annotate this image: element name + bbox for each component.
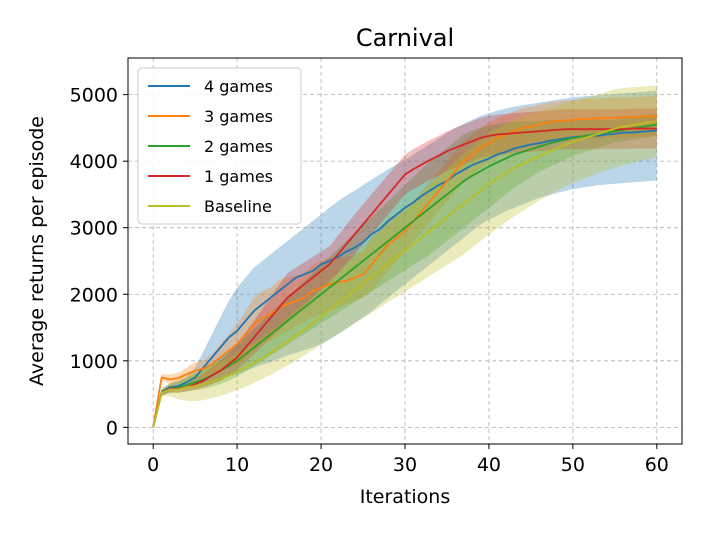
series-lines (152, 115, 657, 428)
y-tick-label: 0 (106, 417, 118, 439)
x-tick-label: 20 (309, 454, 333, 476)
y-tick-label: 2000 (70, 284, 118, 306)
line-series-2 (152, 123, 657, 428)
y-tick-label: 3000 (70, 218, 118, 240)
y-tick-label: 1000 (70, 351, 118, 373)
band-series-2 (153, 113, 657, 428)
legend: 4 games 3 games 2 games 1 games Baseline (137, 67, 302, 225)
y-tick-label: 5000 (70, 85, 118, 107)
line-series-3 (152, 127, 657, 428)
y-axis: 0 1000 2000 3000 4000 5000 (70, 85, 128, 439)
legend-box (137, 67, 302, 225)
x-tick-label: 0 (147, 454, 159, 476)
band-series-4 (153, 85, 657, 428)
x-tick-label: 50 (561, 454, 585, 476)
x-tick-label: 60 (645, 454, 669, 476)
x-tick-label: 30 (393, 454, 417, 476)
band-series-0 (153, 90, 657, 428)
line-series-1 (152, 115, 657, 428)
x-tick-label: 10 (225, 454, 249, 476)
legend-label: Baseline (204, 197, 272, 216)
y-tick-label: 4000 (70, 151, 118, 173)
x-axis: 0 10 20 30 40 50 60 (147, 444, 669, 476)
line-series-4 (152, 120, 657, 428)
x-tick-label: 40 (477, 454, 501, 476)
band-series-3 (153, 108, 657, 428)
y-axis-label: Average returns per episode (26, 116, 48, 386)
legend-label: 2 games (204, 137, 273, 156)
legend-label: 4 games (204, 77, 273, 96)
legend-label: 3 games (204, 107, 273, 126)
legend-label: 1 games (204, 167, 273, 186)
chart-title: Carnival (356, 24, 454, 52)
x-axis-label: Iterations (360, 486, 451, 508)
